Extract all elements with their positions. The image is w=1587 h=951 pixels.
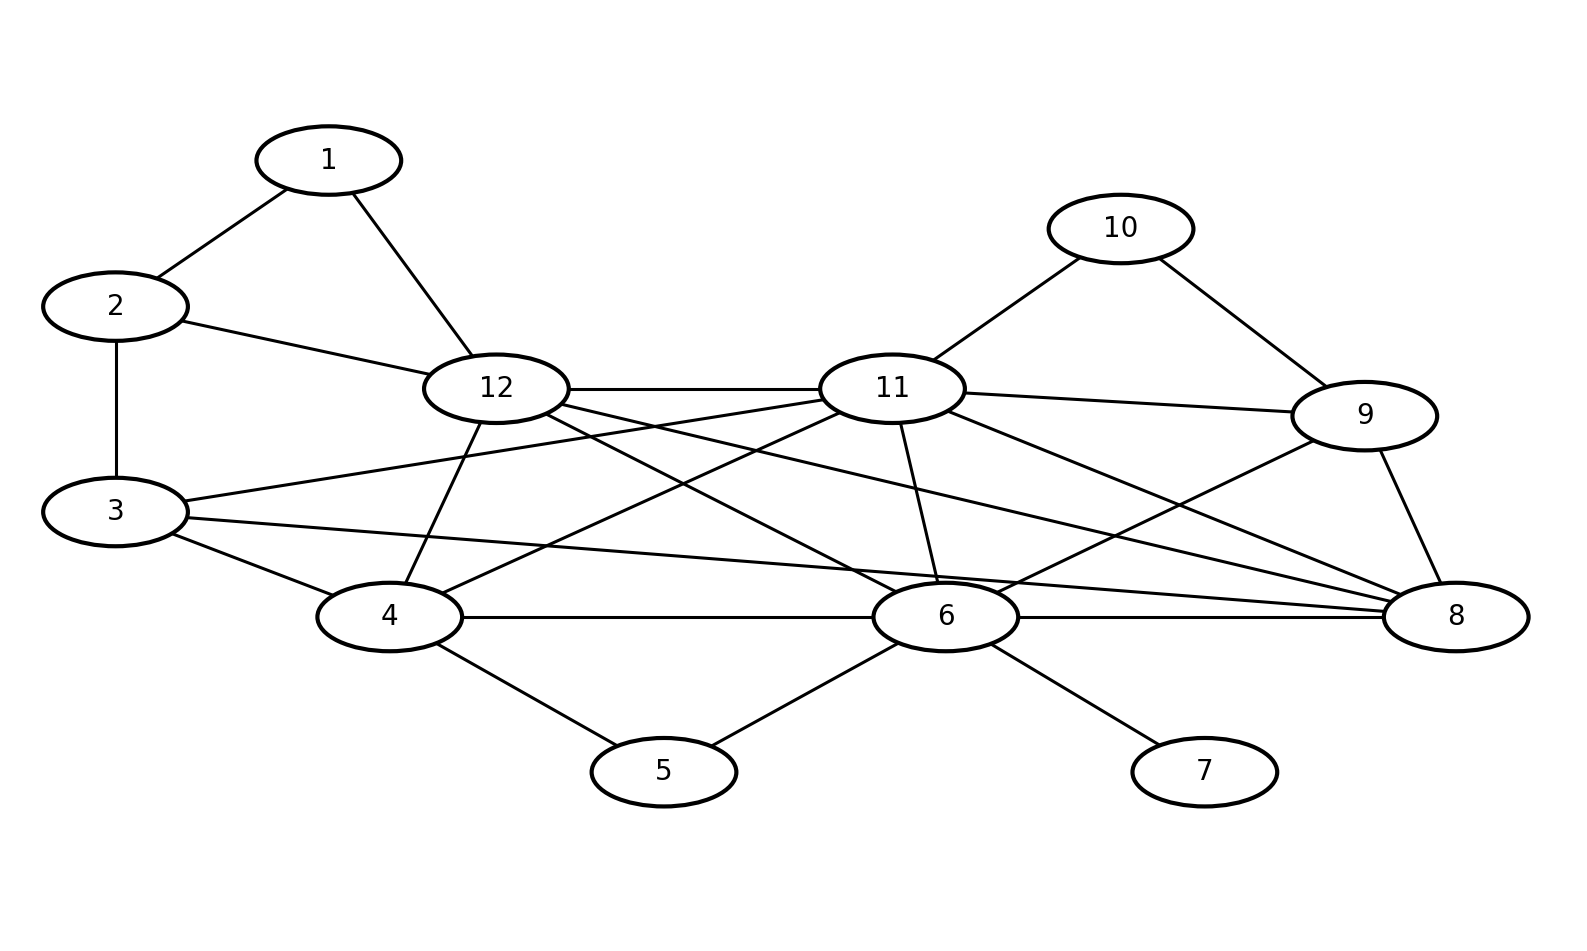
Ellipse shape <box>873 583 1019 651</box>
Text: 3: 3 <box>106 498 124 526</box>
Text: 7: 7 <box>1197 758 1214 786</box>
Text: 12: 12 <box>479 375 514 403</box>
Text: 11: 11 <box>874 375 911 403</box>
Ellipse shape <box>1133 738 1278 806</box>
Text: 1: 1 <box>321 146 338 175</box>
Ellipse shape <box>317 583 462 651</box>
Text: 5: 5 <box>655 758 673 786</box>
Ellipse shape <box>257 126 402 195</box>
Text: 9: 9 <box>1355 402 1374 430</box>
Ellipse shape <box>424 355 568 423</box>
Text: 4: 4 <box>381 603 398 631</box>
Text: 8: 8 <box>1447 603 1465 631</box>
Ellipse shape <box>1292 382 1438 451</box>
Ellipse shape <box>1049 195 1193 263</box>
Ellipse shape <box>820 355 965 423</box>
Ellipse shape <box>592 738 736 806</box>
Text: 6: 6 <box>936 603 955 631</box>
Text: 10: 10 <box>1103 215 1139 243</box>
Ellipse shape <box>43 272 187 340</box>
Text: 2: 2 <box>106 293 124 320</box>
Ellipse shape <box>1384 583 1528 651</box>
Ellipse shape <box>43 477 187 546</box>
